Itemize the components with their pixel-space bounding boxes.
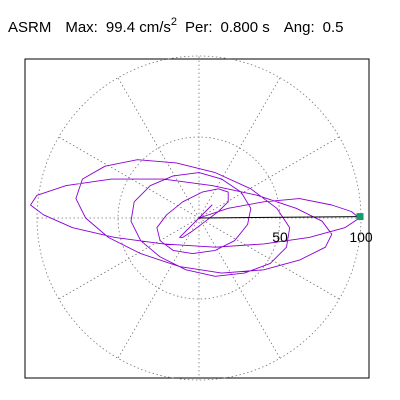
response-trace [30,159,360,277]
grid-spoke [58,217,200,300]
radial-tick-labels: 50 100 [272,229,373,245]
max-unit-exponent: 2 [170,16,178,28]
grid-spoke [198,217,281,359]
max-label: Max: [65,19,98,36]
period-value: 0.800 s [220,19,270,36]
period-label: Per: [185,19,213,36]
grid-spoke [198,217,340,300]
chart-label: ASRM [8,19,52,36]
chart-title-bar: ASRM Max: 99.4 cm/s2 Per: 0.800 s Ang: 0.5 [8,17,343,39]
grid-spoke [198,136,340,219]
peak-direction-axis [198,213,364,221]
peak-marker [356,213,364,221]
plot-frame [24,58,370,379]
grid-spoke [198,77,281,219]
grid-spoke [58,136,200,219]
peak-direction-line [198,216,361,219]
angle-value: 0.5 [322,19,344,36]
trace-path [30,159,360,277]
angle-label: Ang: [283,19,315,36]
grid-spoke [117,217,200,359]
grid-spoke [117,77,200,219]
max-value: 99.4 cm/s [105,19,171,36]
r-tick-label: 50 [272,229,288,245]
r-tick-label: 100 [349,229,373,245]
